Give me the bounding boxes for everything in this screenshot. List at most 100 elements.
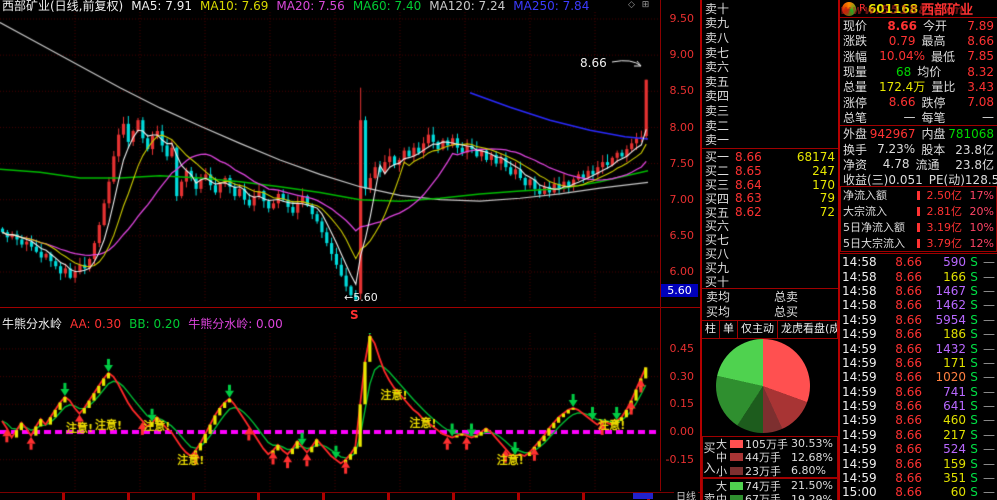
info-label: 总量: [843, 80, 868, 95]
info-value: 8.66: [967, 33, 994, 48]
tick-row: 14:58 8.66 1467 S —: [840, 284, 997, 298]
info-value: 3.43: [967, 79, 994, 94]
tick-direction: S: [970, 442, 978, 457]
money-flow-row: 净流入额 2.50亿 17%: [841, 187, 996, 203]
tick-price: 8.66: [895, 471, 922, 486]
legend-swatch: [730, 439, 743, 448]
price-axis-label: 7.00: [669, 193, 695, 206]
tick-price: 8.66: [895, 255, 922, 270]
tick-dash: —: [983, 485, 995, 500]
buy-level-label: 买五: [705, 205, 730, 220]
legend-size: 中: [716, 493, 727, 500]
tick-volume: 171: [943, 355, 966, 370]
tick-row: 14:59 8.66 1020 S —: [840, 370, 997, 384]
sell-queue-row: 卖四: [702, 89, 838, 104]
total-label: 总卖: [774, 290, 799, 304]
info-label: 每笔: [921, 110, 946, 125]
tick-volume: 60: [950, 485, 966, 500]
indicator-axis-label: 0.45: [669, 342, 695, 355]
info-value: 7.89: [967, 18, 994, 33]
sell-level-label: 卖四: [705, 89, 730, 104]
info-value: 23.8亿: [955, 142, 994, 157]
ma-label: MA60: 7.40: [352, 0, 422, 13]
price-axis-label: 8.00: [669, 121, 695, 134]
indicator-param: 牛熊分水岭: 0.00: [188, 317, 283, 331]
quote-info-rows: 现价 8.66 今开 7.89 涨跌 0.79 最高 8.66 涨幅 10.04% 最低 7.85 现量…: [840, 18, 997, 187]
sell-queue-row: 卖六: [702, 59, 838, 74]
buy-queue-row: 买五 8.62 72: [702, 205, 838, 220]
info-label: 收益(三): [843, 173, 889, 188]
tick-price: 8.66: [895, 456, 922, 471]
indicator-chart-canvas[interactable]: [0, 333, 660, 491]
tick-time: 14:59: [842, 327, 877, 342]
info-value: 68: [896, 64, 912, 79]
tick-dash: —: [983, 269, 995, 284]
flow-label: 5日净流入额: [843, 221, 905, 234]
tick-time: 14:59: [842, 355, 877, 370]
tick-price: 8.66: [895, 283, 922, 298]
tick-time: 14:59: [842, 413, 877, 428]
scrollbar-thumb[interactable]: [633, 493, 653, 499]
sell-level-label: 卖一: [705, 133, 730, 148]
tick-volume: 186: [943, 327, 966, 342]
buy-level-label: 买四: [705, 191, 730, 206]
quote-info-row: 外盘 942967 内盘 781068: [840, 125, 997, 141]
tick-time: 14:58: [842, 283, 877, 298]
tick-price: 8.66: [895, 269, 922, 284]
indicator-param: AA: 0.30: [70, 317, 122, 331]
period-label[interactable]: 日线: [674, 488, 698, 500]
tick-time: 14:59: [842, 312, 877, 327]
chart-corner-buttons[interactable]: ◇ ⊞: [628, 0, 652, 10]
legend-row: 中 44万手 12.68%: [716, 451, 837, 465]
candlestick-chart-canvas[interactable]: [0, 12, 660, 303]
tick-row: 14:59 8.66 159 S —: [840, 456, 997, 471]
legend-volume: 44万手: [745, 451, 781, 465]
info-value: 172.4万: [878, 80, 926, 95]
money-flow-row: 5日净流入额 3.19亿 10%: [841, 219, 996, 235]
queue-tab-0[interactable]: 柱: [702, 321, 720, 338]
flow-value: 2.81亿: [926, 205, 963, 218]
tick-volume: 166: [943, 269, 966, 284]
price-axis-label: 9.50: [669, 12, 695, 25]
tick-volume: 1467: [935, 283, 966, 298]
avg-total-rows: 卖均 总卖 买均 总买: [702, 289, 838, 319]
legend-swatch: [730, 495, 743, 500]
tick-volume: 1462: [935, 298, 966, 313]
tick-row: 14:59 8.66 1432 S —: [840, 341, 997, 356]
info-label: 股本: [921, 142, 946, 157]
quote-info-row: 净资 4.78 流通 23.8亿: [840, 157, 997, 172]
tick-direction: S: [970, 283, 978, 298]
buy-level-volume: 68174: [796, 149, 835, 164]
queue-tab-3[interactable]: 龙虎看盘(成交量/笔: [778, 321, 838, 338]
money-flow-rows: 净流入额 2.50亿 17% 大宗流入 2.81亿 20% 5日净流入额 3.19亿 10% 5日…: [841, 187, 996, 251]
flow-bar-icon: [917, 238, 920, 248]
sell-queue-row: 卖十: [702, 1, 838, 16]
tick-divider: [840, 253, 997, 254]
buy-queue-row: 买八: [702, 247, 838, 261]
flow-value: 3.79亿: [926, 237, 963, 250]
tick-direction: S: [970, 355, 978, 370]
legend-size: 小: [716, 464, 727, 478]
tick-direction: S: [970, 312, 978, 327]
legend-volume: 23万手: [745, 464, 781, 478]
buy-level-label: 买七: [705, 233, 730, 248]
stock-header: R 601168 西部矿业: [840, 0, 997, 18]
sell-signal-marker: S: [350, 308, 359, 322]
buy-level-volume: 79: [819, 191, 835, 206]
buy-level-volume: 247: [812, 163, 835, 178]
legend-swatch: [730, 466, 743, 475]
stock-info-panel: R 601168 西部矿业 现价 8.66 今开 7.89 涨跌 0.79 最高 8.66 涨幅…: [838, 0, 997, 500]
legend-percent: 6.80%: [791, 464, 826, 478]
price-axis-label: 9.00: [669, 48, 695, 61]
buy-queue: 买一 8.66 68174 买二 8.65 247 买三 8.64 170 买四 8.63 79 买五 8…: [702, 149, 838, 289]
ma-value-labels: MA5: 7.91 MA10: 7.69 MA20: 7.56 MA60: 7.40 M…: [131, 0, 597, 13]
tick-dash: —: [983, 442, 995, 457]
queue-tab-2[interactable]: 仅主动: [738, 321, 778, 338]
buy-queue-row: 买十: [702, 274, 838, 289]
sell-level-label: 卖九: [705, 16, 730, 31]
info-label: 现量: [843, 65, 868, 80]
queue-tab-1[interactable]: 单: [720, 321, 738, 338]
tick-dash: —: [983, 413, 995, 428]
legend-size: 大: [716, 437, 727, 451]
info-label: 均价: [917, 65, 942, 80]
